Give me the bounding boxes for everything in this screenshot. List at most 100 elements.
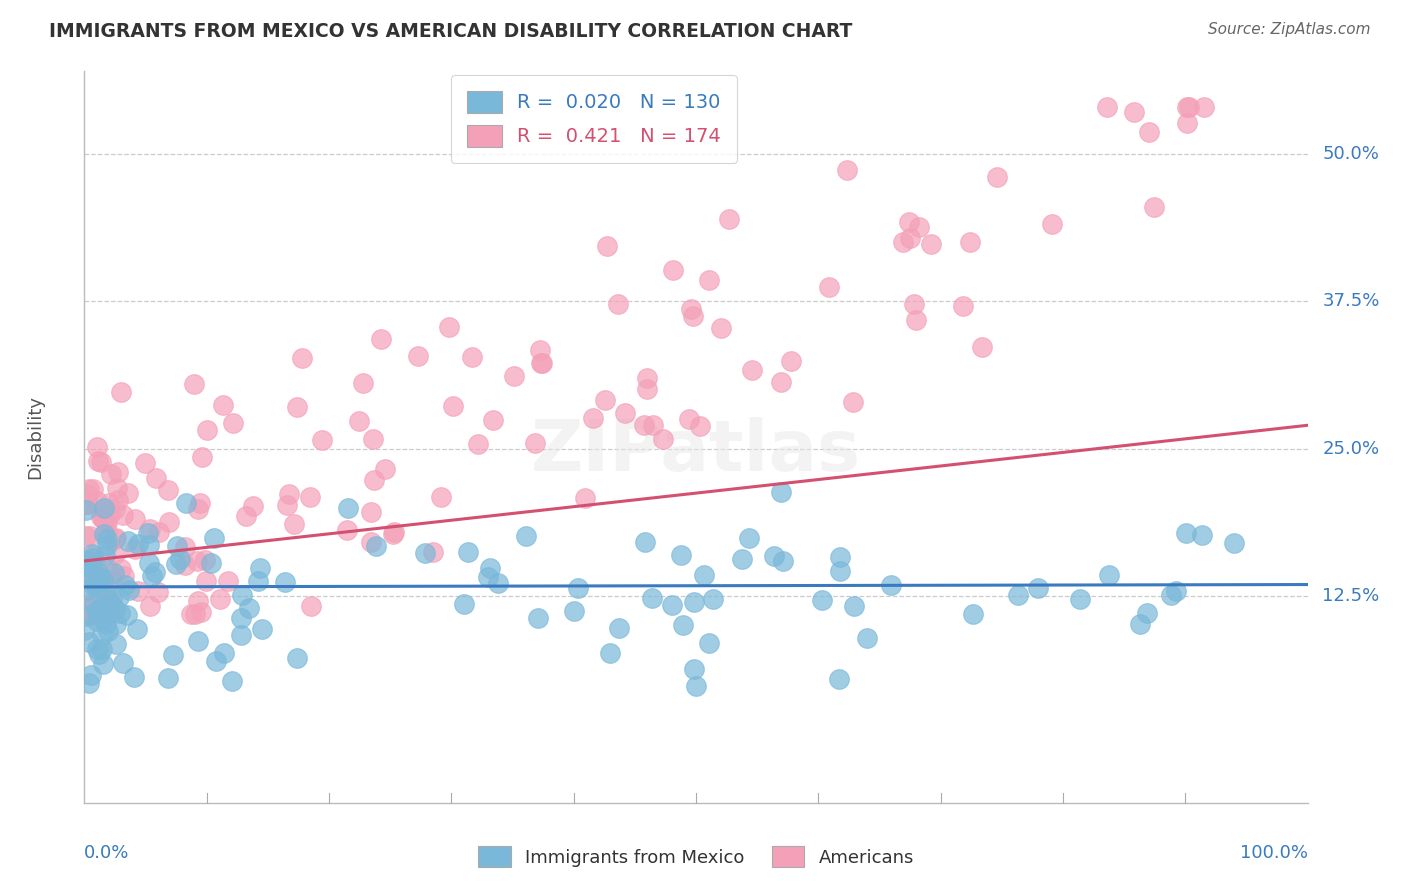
Point bbox=[1175, 100, 1198, 114]
Point bbox=[77, 599, 100, 614]
Point bbox=[110, 562, 132, 576]
Point bbox=[89, 574, 111, 588]
Point bbox=[180, 607, 202, 621]
Point bbox=[413, 546, 436, 560]
Point bbox=[441, 400, 464, 414]
Point bbox=[104, 617, 127, 632]
Point bbox=[107, 492, 129, 507]
Point bbox=[457, 545, 479, 559]
Point bbox=[709, 321, 731, 335]
Point bbox=[86, 615, 108, 629]
Point bbox=[79, 634, 101, 648]
Point bbox=[683, 662, 706, 676]
Point bbox=[422, 545, 444, 559]
Point bbox=[607, 297, 630, 311]
Point bbox=[374, 461, 396, 475]
Point bbox=[1007, 588, 1029, 602]
Point bbox=[127, 537, 149, 551]
Point bbox=[139, 522, 162, 536]
Point bbox=[83, 597, 105, 611]
Point bbox=[90, 613, 112, 627]
Point bbox=[79, 529, 101, 543]
Point bbox=[678, 411, 700, 425]
Point bbox=[77, 497, 100, 511]
Point bbox=[1160, 588, 1182, 602]
Point bbox=[90, 454, 112, 468]
Point bbox=[98, 507, 121, 521]
Point bbox=[75, 597, 97, 611]
Point bbox=[1143, 200, 1166, 214]
Point bbox=[311, 433, 333, 447]
Point bbox=[222, 416, 245, 430]
Point bbox=[652, 432, 675, 446]
Point bbox=[1191, 527, 1213, 541]
Point bbox=[165, 557, 187, 571]
Point bbox=[86, 493, 108, 508]
Point bbox=[247, 574, 270, 589]
Point bbox=[93, 526, 115, 541]
Point bbox=[94, 524, 117, 539]
Point bbox=[148, 524, 170, 539]
Point bbox=[738, 532, 761, 546]
Point bbox=[90, 509, 112, 524]
Point bbox=[920, 236, 942, 251]
Point bbox=[842, 599, 865, 613]
Point bbox=[363, 432, 385, 446]
Point bbox=[166, 539, 188, 553]
Point bbox=[112, 657, 135, 671]
Point bbox=[574, 491, 596, 505]
Point bbox=[86, 607, 108, 621]
Point bbox=[174, 558, 197, 572]
Point bbox=[187, 593, 209, 607]
Point bbox=[762, 549, 785, 563]
Point bbox=[79, 668, 101, 682]
Point bbox=[110, 385, 132, 400]
Point bbox=[93, 501, 115, 516]
Point bbox=[1175, 116, 1198, 130]
Point bbox=[98, 596, 121, 610]
Point bbox=[1136, 606, 1159, 620]
Point bbox=[482, 412, 505, 426]
Point bbox=[661, 598, 683, 612]
Text: 12.5%: 12.5% bbox=[1322, 587, 1379, 606]
Point bbox=[194, 574, 217, 588]
Point bbox=[134, 456, 156, 470]
Point bbox=[84, 576, 107, 591]
Point bbox=[527, 611, 550, 625]
Point bbox=[104, 533, 127, 547]
Point bbox=[117, 533, 139, 548]
Point bbox=[301, 599, 323, 614]
Point bbox=[200, 556, 222, 570]
Point bbox=[82, 550, 104, 565]
Point bbox=[908, 220, 931, 235]
Point bbox=[97, 593, 120, 607]
Point bbox=[101, 593, 124, 607]
Point bbox=[97, 562, 120, 576]
Point bbox=[349, 414, 371, 428]
Legend: Immigrants from Mexico, Americans: Immigrants from Mexico, Americans bbox=[471, 839, 921, 874]
Point bbox=[1040, 217, 1063, 231]
Point bbox=[770, 485, 793, 500]
Point bbox=[80, 558, 103, 573]
Point bbox=[1166, 584, 1188, 599]
Point bbox=[636, 371, 658, 385]
Point bbox=[91, 597, 114, 611]
Point bbox=[83, 548, 105, 562]
Point bbox=[97, 607, 120, 621]
Point bbox=[84, 607, 107, 621]
Point bbox=[86, 642, 108, 657]
Point bbox=[662, 263, 685, 277]
Point bbox=[122, 670, 145, 684]
Point bbox=[93, 575, 115, 590]
Text: Disability: Disability bbox=[27, 395, 45, 479]
Point bbox=[90, 627, 112, 641]
Point bbox=[1178, 100, 1201, 114]
Point bbox=[104, 602, 127, 616]
Point bbox=[986, 170, 1008, 185]
Point bbox=[112, 569, 135, 583]
Point bbox=[959, 235, 981, 249]
Point bbox=[285, 651, 308, 665]
Point bbox=[195, 423, 218, 437]
Point bbox=[1129, 616, 1152, 631]
Point bbox=[93, 597, 115, 611]
